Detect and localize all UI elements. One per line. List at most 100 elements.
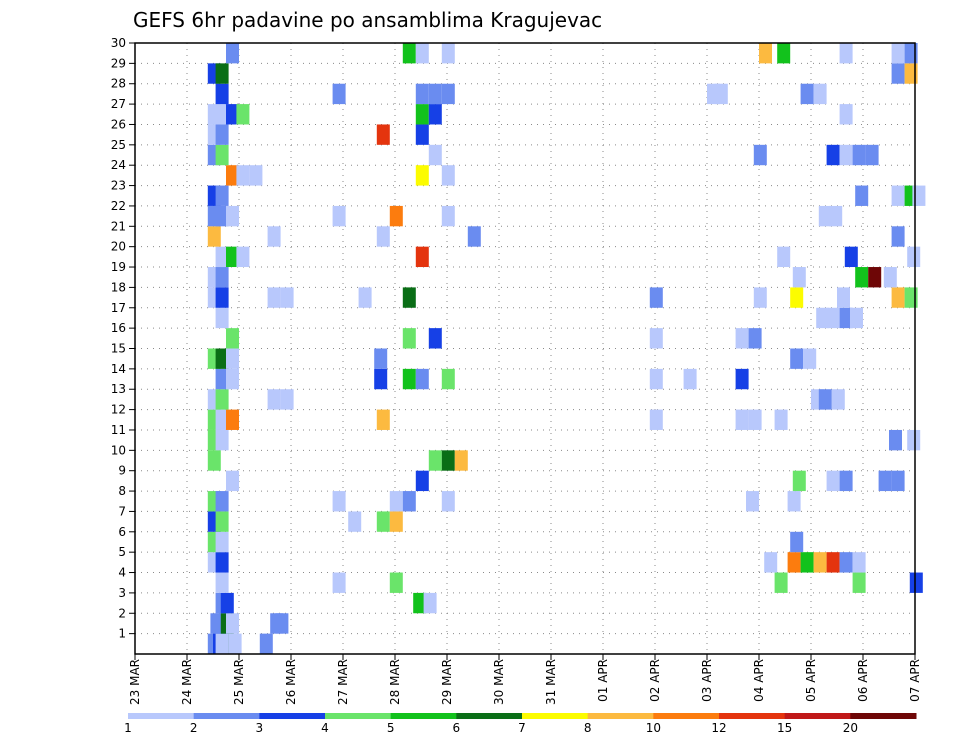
x-tick-label: 30 MAR xyxy=(492,659,506,705)
heatmap-cell xyxy=(402,491,416,512)
heatmap-cell xyxy=(215,205,229,227)
heatmap-cell xyxy=(215,531,229,553)
heatmap-cell xyxy=(428,328,442,349)
y-tick-label: 26 xyxy=(111,117,126,131)
heatmap-cell xyxy=(215,552,229,573)
heatmap-cell xyxy=(215,389,229,410)
heatmap-cell xyxy=(389,205,403,227)
heatmap-cell xyxy=(787,552,801,573)
legend-label: 1 xyxy=(124,721,132,735)
heatmap-cell xyxy=(891,43,905,64)
heatmap-cell xyxy=(777,246,791,268)
heatmap-cell xyxy=(790,287,804,308)
heatmap-cell xyxy=(280,389,294,410)
heatmap-cell xyxy=(226,246,239,268)
heatmap-cell xyxy=(790,531,804,553)
heatmap-cell xyxy=(748,328,762,349)
y-tick-label: 14 xyxy=(111,362,126,376)
heatmap-cell xyxy=(215,104,229,125)
heatmap-cell xyxy=(402,43,416,64)
heatmap-cell xyxy=(852,572,866,593)
chart-title: GEFS 6hr padavine po ansamblima Kragujev… xyxy=(133,8,602,32)
heatmap-cell xyxy=(837,287,850,308)
legend-swatch xyxy=(587,713,654,719)
heatmap-cell xyxy=(215,63,229,84)
heatmap-cell xyxy=(415,246,429,268)
heatmap-cell xyxy=(735,368,749,390)
legend-swatch xyxy=(784,713,851,719)
heatmap-cell xyxy=(753,144,767,166)
heatmap-cell xyxy=(226,368,239,390)
x-tick-label: 29 MAR xyxy=(440,659,454,705)
x-tick-label: 02 APR xyxy=(648,659,662,702)
y-tick-label: 6 xyxy=(118,525,126,539)
x-axis: 23 MAR 24 MAR 25 MAR 26 MAR 27 MAR 28 MAR 29 M… xyxy=(128,654,922,705)
x-tick-label: 03 APR xyxy=(700,659,714,702)
heatmap-cell xyxy=(415,104,429,125)
heatmap-cell xyxy=(878,470,892,492)
legend-swatch xyxy=(259,713,326,719)
heatmap-cell xyxy=(855,267,869,288)
y-tick-label: 13 xyxy=(111,382,126,396)
heatmap-cell xyxy=(226,348,239,369)
heatmap-cell xyxy=(735,328,749,349)
heatmap-cell xyxy=(839,144,853,166)
x-tick-label: 25 MAR xyxy=(232,659,246,705)
heatmap-cell xyxy=(907,246,921,268)
x-tick-label: 28 MAR xyxy=(388,659,402,705)
legend-swatch xyxy=(719,713,786,719)
heatmap-cell xyxy=(226,165,239,186)
y-tick-label: 25 xyxy=(111,138,126,152)
heatmap-cell xyxy=(883,267,897,288)
heatmap-cell xyxy=(228,633,242,654)
heatmap-cell xyxy=(376,124,390,145)
heatmap-cell xyxy=(774,572,788,593)
y-tick-label: 22 xyxy=(111,199,126,213)
y-tick-label: 5 xyxy=(118,545,126,559)
legend-label: 2 xyxy=(190,721,198,735)
heatmap-cell xyxy=(891,185,905,206)
color-legend: 1 2 3 4 5 6 7 8 10 12 15 20 xyxy=(124,713,917,735)
heatmap-cell xyxy=(215,429,229,451)
heatmap-cell xyxy=(649,287,663,308)
y-tick-label: 10 xyxy=(111,443,126,457)
heatmap-cell xyxy=(215,246,229,268)
legend-label: 5 xyxy=(387,721,395,735)
heatmap-cell xyxy=(207,450,221,471)
heatmap-cell xyxy=(220,592,234,614)
heatmap-cell xyxy=(839,307,853,329)
y-tick-label: 29 xyxy=(111,56,126,70)
heatmap-cell xyxy=(226,205,239,227)
heatmap-cell xyxy=(907,429,921,451)
legend-label: 3 xyxy=(256,721,264,735)
heatmap-cell xyxy=(215,124,229,145)
heatmap-cell xyxy=(826,552,840,573)
heatmap-cell xyxy=(441,205,455,227)
heatmap-cell xyxy=(207,226,221,247)
heatmap-cell xyxy=(215,185,229,206)
heatmap-cell xyxy=(415,43,429,64)
heatmap-cell xyxy=(226,409,239,430)
heatmap-cell xyxy=(332,83,346,105)
heatmap-cell xyxy=(852,552,866,573)
heatmap-cell xyxy=(868,267,882,288)
heatmap-cell xyxy=(215,267,229,288)
legend-swatch xyxy=(128,713,195,719)
heatmap-cell xyxy=(236,165,250,186)
heatmap-cell xyxy=(215,368,229,390)
heatmap-cell xyxy=(852,144,866,166)
heatmap-cell xyxy=(413,592,427,614)
y-tick-label: 30 xyxy=(111,36,126,50)
legend-swatch xyxy=(456,713,523,719)
heatmap-cell xyxy=(215,287,229,308)
heatmap-cell xyxy=(800,83,814,105)
x-tick-label: 26 MAR xyxy=(284,659,298,705)
heatmap-cells xyxy=(207,43,926,654)
y-tick-label: 15 xyxy=(111,342,126,356)
heatmap-cell xyxy=(402,328,416,349)
heatmap-cell xyxy=(415,470,429,492)
x-tick-label: 01 APR xyxy=(596,659,610,702)
legend-label: 8 xyxy=(584,721,592,735)
y-tick-label: 28 xyxy=(111,77,126,91)
heatmap-cell xyxy=(215,348,229,369)
